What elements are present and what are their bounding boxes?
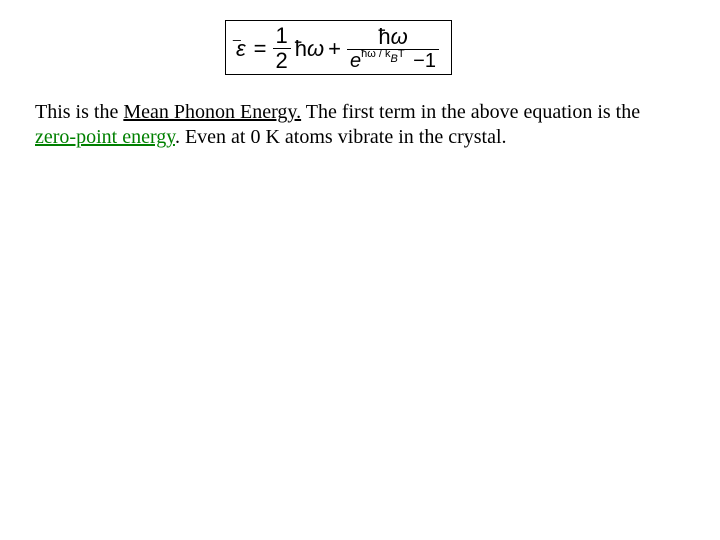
one-half-fraction: 1 2 xyxy=(273,25,291,72)
hbar-symbol: ħ xyxy=(295,36,307,62)
e-base: e xyxy=(350,50,361,72)
fraction-numerator: ħω xyxy=(375,26,410,49)
page: _ ε = 1 2 ħ ω + ħω eħω / kBT −1 Thi xyxy=(0,0,720,540)
exponent-main: ħω / k xyxy=(361,48,390,60)
omega-symbol: ω xyxy=(307,36,324,62)
zero-point-energy-term: zero-point energy xyxy=(35,126,175,148)
minus-one: −1 xyxy=(413,50,436,72)
epsilon-bar-symbol: _ ε xyxy=(236,36,246,62)
boltzmann-subscript: B xyxy=(391,53,398,65)
paragraph: This is the Mean Phonon Energy. The firs… xyxy=(35,100,675,150)
equals-sign: = xyxy=(254,36,267,62)
planck-distribution-fraction: ħω eħω / kBT −1 xyxy=(347,26,439,71)
plus-sign: + xyxy=(328,36,341,62)
hbar-symbol: ħ xyxy=(378,24,390,49)
mean-phonon-energy-formula: _ ε = 1 2 ħ ω + ħω eħω / kBT −1 xyxy=(236,25,441,72)
text-run: . Even at 0 K atoms vibrate in the cryst… xyxy=(175,126,507,148)
fraction-numerator: 1 xyxy=(273,25,291,48)
text-run: The first term in the above equation is … xyxy=(301,101,640,123)
exponent-tail: T xyxy=(398,48,405,60)
formula-box: _ ε = 1 2 ħ ω + ħω eħω / kBT −1 xyxy=(225,20,452,75)
exponent: ħω / kBT xyxy=(361,48,404,60)
omega-symbol: ω xyxy=(391,24,408,49)
text-run: This is the xyxy=(35,101,123,123)
mean-phonon-energy-term: Mean Phonon Energy. xyxy=(123,101,301,123)
fraction-denominator: 2 xyxy=(273,48,291,72)
fraction-denominator: eħω / kBT −1 xyxy=(347,49,439,71)
overbar: _ xyxy=(233,30,241,36)
